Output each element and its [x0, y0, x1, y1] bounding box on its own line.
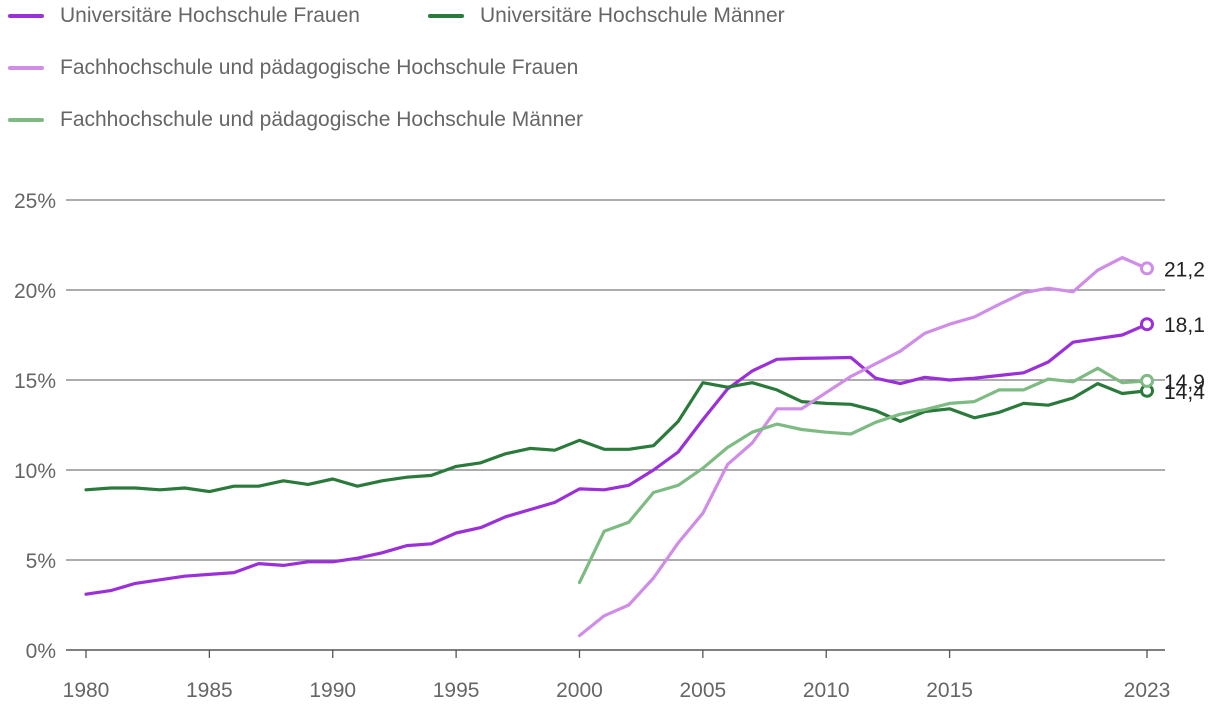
- series-layer: [84, 256, 1149, 638]
- legend-swatch-fh-maenner: [8, 118, 44, 122]
- x-tick-label: 2000: [556, 679, 603, 702]
- legend: Universitäre Hochschule Frauen Universit…: [0, 0, 1220, 150]
- series-end-marker-0: [1140, 317, 1154, 332]
- x-tick-label: 1990: [309, 679, 356, 702]
- x-tick-label: 1995: [433, 679, 480, 702]
- y-tick-label: 20%: [14, 280, 56, 303]
- legend-swatch-uni-maenner: [428, 14, 464, 18]
- series-end-label-2: 21,2: [1164, 258, 1205, 281]
- y-tick-label: 10%: [14, 460, 56, 483]
- series-line-1[interactable]: [84, 381, 1149, 494]
- y-tick-label: 0%: [26, 640, 56, 663]
- x-tick-label: 2005: [680, 679, 727, 702]
- y-tick-label: 15%: [14, 370, 56, 393]
- series-end-marker-3: [1140, 373, 1154, 388]
- legend-label-uni-frauen: Universitäre Hochschule Frauen: [60, 4, 360, 27]
- legend-item-uni-maenner[interactable]: Universitäre Hochschule Männer: [420, 4, 785, 28]
- x-tick-label: 2023: [1124, 679, 1171, 702]
- series-end-label-1: 14,4: [1164, 381, 1205, 404]
- series-line-0[interactable]: [84, 322, 1149, 596]
- y-tick-label: 25%: [14, 190, 56, 213]
- series-line-3[interactable]: [577, 366, 1149, 585]
- y-tick-label: 5%: [26, 550, 56, 573]
- legend-swatch-fh-frauen: [8, 66, 44, 70]
- grid-layer: [66, 199, 1165, 651]
- axis-layer: 0% 5% 10% 15% 20% 25% 1980 1985 1990 1995 2000 2005…: [14, 190, 1170, 702]
- legend-item-fh-frauen[interactable]: Fachhochschule und pädagogische Hochschu…: [0, 56, 578, 80]
- series-line-2[interactable]: [577, 256, 1149, 638]
- legend-item-uni-frauen[interactable]: Universitäre Hochschule Frauen: [0, 4, 360, 28]
- end-marker-layer: 18,1 14,4 21,2 14,9: [1140, 258, 1205, 404]
- legend-label-fh-maenner: Fachhochschule und pädagogische Hochschu…: [60, 108, 584, 131]
- x-tick-label: 2015: [926, 679, 973, 702]
- legend-item-fh-maenner[interactable]: Fachhochschule und pädagogische Hochschu…: [0, 108, 583, 132]
- series-end-label-0: 18,1: [1164, 314, 1205, 337]
- x-tick-label: 2010: [803, 679, 850, 702]
- legend-swatch-uni-frauen: [8, 14, 44, 18]
- legend-label-uni-maenner: Universitäre Hochschule Männer: [480, 4, 785, 27]
- x-tick-label: 1985: [186, 679, 233, 702]
- x-tick-label: 1980: [63, 679, 110, 702]
- series-end-marker-2: [1140, 261, 1154, 276]
- series-end-label-3: 14,9: [1164, 371, 1205, 394]
- legend-label-fh-frauen: Fachhochschule und pädagogische Hochschu…: [60, 56, 579, 79]
